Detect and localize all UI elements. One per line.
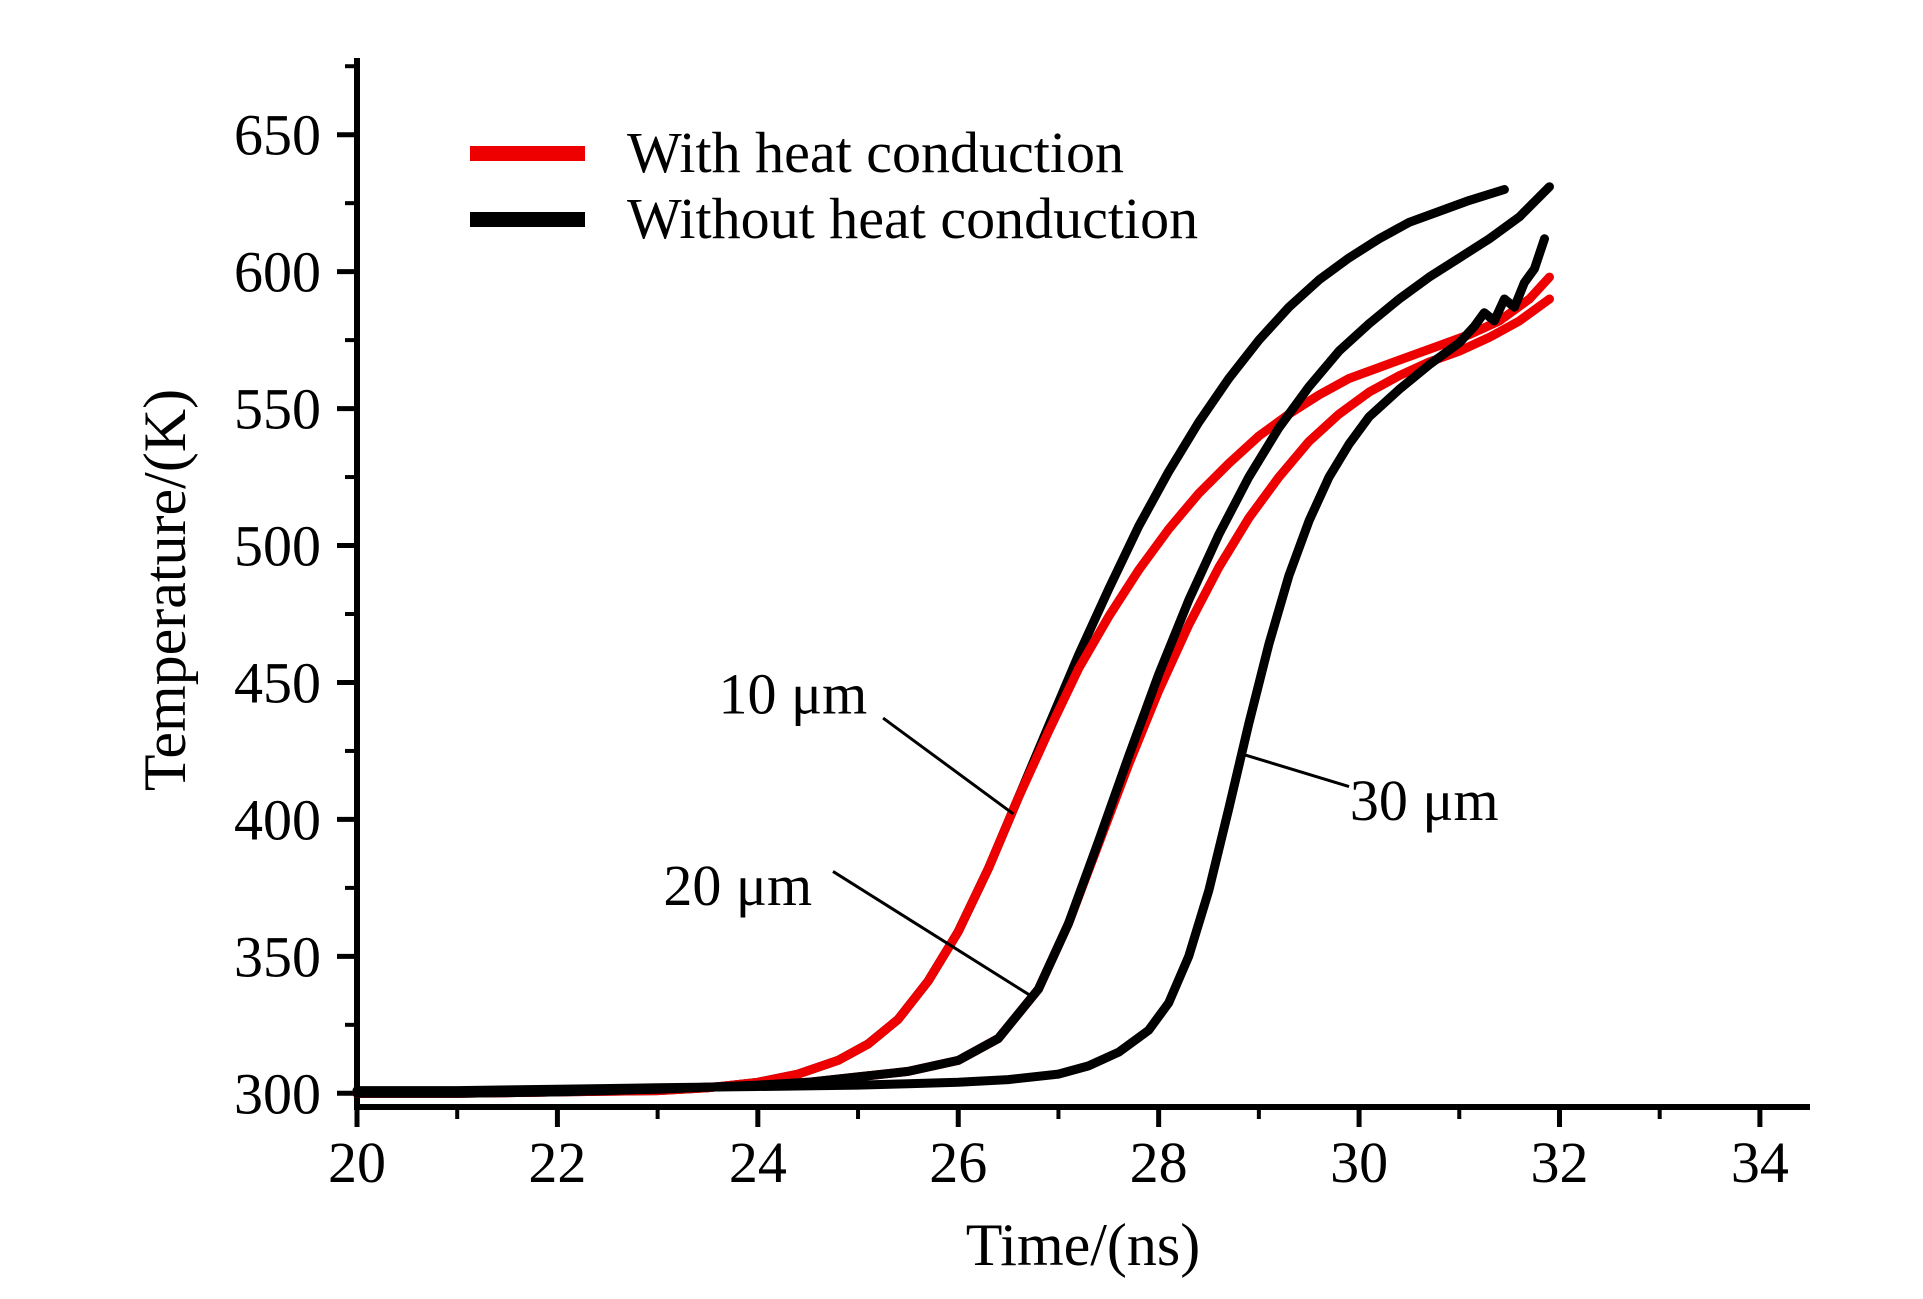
legend-label-without-heat-conduction: Without heat conduction bbox=[627, 186, 1199, 251]
x-axis-tick-label: 30 bbox=[1330, 1130, 1388, 1195]
x-axis-tick-label: 20 bbox=[328, 1130, 386, 1195]
legend-item-without-heat-conduction: Without heat conduction bbox=[470, 186, 1198, 252]
black-line-swatch-icon bbox=[470, 211, 585, 227]
y-axis-tick-label: 350 bbox=[234, 924, 321, 989]
x-axis-tick-label: 32 bbox=[1530, 1130, 1588, 1195]
y-axis-title: Temperature/(K) bbox=[132, 389, 198, 791]
y-axis-tick-label: 450 bbox=[234, 650, 321, 715]
annotation-pointer-line bbox=[832, 870, 1035, 999]
y-axis-tick-label: 400 bbox=[234, 787, 321, 852]
y-axis-tick-label: 500 bbox=[234, 514, 321, 579]
annotation-label: 20 μm bbox=[663, 853, 812, 918]
x-axis-tick-label: 28 bbox=[1130, 1130, 1188, 1195]
y-axis-tick-label: 600 bbox=[234, 240, 321, 305]
legend-item-with-heat-conduction: With heat conduction bbox=[470, 120, 1198, 186]
x-axis-tick-label: 22 bbox=[528, 1130, 586, 1195]
x-axis-tick-label: 24 bbox=[729, 1130, 787, 1195]
y-axis-tick-label: 300 bbox=[234, 1061, 321, 1126]
series-without-heat-conduction-20um bbox=[352, 182, 1554, 1098]
series-without-heat-conduction-10um bbox=[352, 185, 1509, 1098]
annotation-pointer-line bbox=[882, 716, 1015, 816]
red-line-swatch-icon bbox=[470, 145, 585, 161]
x-axis-tick-label: 26 bbox=[929, 1130, 987, 1195]
legend: With heat conduction Without heat conduc… bbox=[470, 120, 1198, 252]
y-axis-tick-label: 650 bbox=[234, 103, 321, 168]
legend-label-with-heat-conduction: With heat conduction bbox=[627, 120, 1124, 185]
y-axis-tick-label: 550 bbox=[234, 377, 321, 442]
x-axis-tick-label: 34 bbox=[1731, 1130, 1789, 1195]
annotation-pointer-line bbox=[1240, 752, 1350, 788]
x-axis-title: Time/(ns) bbox=[966, 1212, 1201, 1278]
annotation-label: 10 μm bbox=[719, 661, 868, 726]
series-without-heat-conduction-30um bbox=[352, 234, 1549, 1096]
series-with-heat-conduction-10um bbox=[352, 272, 1554, 1098]
annotation-label: 30 μm bbox=[1350, 768, 1499, 833]
